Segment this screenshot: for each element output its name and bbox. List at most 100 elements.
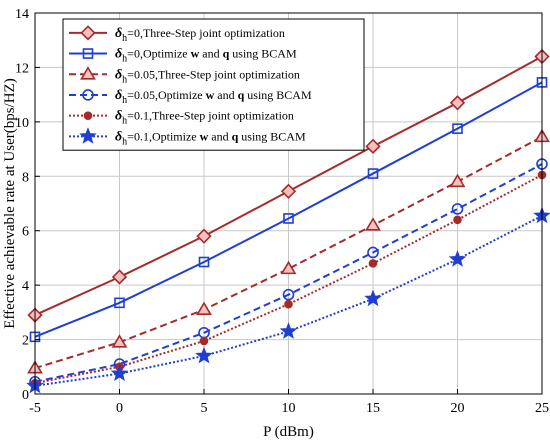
legend-marker bbox=[82, 48, 94, 59]
legend: δh=0,Three-Step joint optimizationδh=0,O… bbox=[62, 18, 365, 151]
x-tick-label: 0 bbox=[116, 401, 123, 416]
legend-entry: δh=0.05,Three-Step joint optimization bbox=[69, 66, 300, 85]
series-layer bbox=[26, 48, 550, 394]
legend-label-part: δ bbox=[115, 67, 122, 82]
legend-entry: δh=0.05,Optimize w and q using BCAM bbox=[69, 88, 312, 106]
legend-label: δh=0.1,Optimize w and q using BCAM bbox=[115, 129, 306, 147]
data-point bbox=[365, 138, 381, 154]
legend-label-part: δ bbox=[115, 26, 122, 41]
data-point bbox=[451, 203, 464, 215]
y-axis-label: Effective achievable rate at User(bps/HZ… bbox=[2, 78, 18, 328]
data-point bbox=[280, 183, 297, 199]
y-tick-label: 8 bbox=[22, 170, 29, 185]
legend-label: δh=0,Optimize w and q using BCAM bbox=[115, 47, 297, 65]
legend-entry: δh=0.1,Three-Step joint optimization bbox=[69, 109, 294, 127]
legend-entry: δh=0,Optimize w and q using BCAM bbox=[69, 47, 297, 65]
legend-label-part: q bbox=[232, 129, 239, 143]
legend-label-part: δ bbox=[115, 129, 122, 144]
series-line bbox=[34, 81, 543, 338]
legend-label-part: =0,Optimize bbox=[127, 47, 190, 61]
legend-entry: δh=0,Three-Step joint optimization bbox=[69, 25, 285, 44]
x-tick-label: -5 bbox=[29, 401, 41, 416]
legend-label-part: w bbox=[191, 47, 200, 61]
legend-label: δh=0.05,Three-Step joint optimization bbox=[115, 67, 300, 85]
data-point bbox=[196, 301, 212, 315]
legend-label: δh=0.1,Three-Step joint optimization bbox=[115, 109, 294, 127]
data-point bbox=[365, 217, 381, 231]
legend-marker bbox=[80, 25, 96, 41]
data-point bbox=[449, 173, 466, 188]
legend-label: δh=0,Three-Step joint optimization bbox=[115, 26, 285, 44]
legend-label-part: q bbox=[238, 88, 245, 102]
legend-label-part: h bbox=[122, 54, 127, 65]
legend-label-part: and bbox=[214, 88, 237, 102]
legend-box bbox=[62, 18, 365, 151]
legend-label-part: h bbox=[122, 74, 127, 85]
data-point bbox=[279, 322, 298, 339]
legend-label-part: h bbox=[122, 116, 127, 127]
data-point bbox=[284, 299, 293, 309]
legend-label-part: δ bbox=[115, 47, 122, 62]
data-point bbox=[114, 297, 125, 309]
legend-label-part: h bbox=[122, 136, 127, 147]
x-tick-label: 10 bbox=[282, 401, 296, 416]
y-tick-label: 4 bbox=[22, 279, 29, 294]
legend-label-part: and bbox=[199, 47, 222, 61]
x-tick-label: 25 bbox=[535, 401, 549, 416]
y-tick-label: 10 bbox=[15, 116, 29, 131]
x-tick-label: 20 bbox=[451, 401, 465, 416]
legend-marker bbox=[83, 111, 93, 120]
data-point bbox=[367, 246, 379, 259]
data-point bbox=[110, 364, 129, 382]
series-6 bbox=[26, 206, 550, 394]
series-line bbox=[34, 163, 543, 383]
legend-label-part: using BCAM bbox=[244, 88, 312, 102]
y-tick-label: 2 bbox=[22, 334, 29, 349]
legend-label-part: w bbox=[206, 88, 215, 102]
legend-label-part: using BCAM bbox=[229, 47, 297, 61]
data-point bbox=[111, 334, 128, 348]
data-point bbox=[364, 289, 382, 307]
data-point bbox=[196, 228, 212, 244]
legend-label-part: δ bbox=[115, 88, 122, 103]
y-tick-label: 14 bbox=[15, 7, 29, 22]
legend-label-part: =0.05,Optimize bbox=[127, 88, 205, 102]
data-point bbox=[282, 288, 295, 301]
data-point bbox=[195, 346, 213, 364]
data-point bbox=[199, 336, 209, 346]
data-point bbox=[111, 269, 128, 285]
legend-label: δh=0.05,Optimize w and q using BCAM bbox=[115, 88, 312, 106]
legend-entry: δh=0.1,Optimize w and q using BCAM bbox=[69, 127, 306, 147]
y-tick-label: 12 bbox=[15, 61, 29, 76]
data-point bbox=[453, 215, 462, 225]
x-axis-label: P (dBm) bbox=[263, 424, 314, 440]
legend-label-part: h bbox=[122, 33, 127, 44]
data-point bbox=[367, 168, 379, 179]
data-point bbox=[368, 259, 378, 268]
data-point bbox=[449, 95, 466, 111]
x-tick-label: 15 bbox=[366, 401, 380, 416]
legend-label-part: =0.05,Three-Step joint optimization bbox=[127, 67, 300, 81]
legend-label-part: q bbox=[223, 47, 230, 61]
x-tick-label: 5 bbox=[201, 401, 208, 416]
legend-label-part: δ bbox=[115, 109, 122, 124]
legend-marker bbox=[79, 127, 97, 144]
legend-marker bbox=[80, 66, 96, 80]
legend-marker bbox=[82, 89, 94, 101]
y-tick-label: 6 bbox=[22, 225, 29, 240]
legend-label-part: =0.1,Three-Step joint optimization bbox=[127, 109, 294, 123]
data-point bbox=[283, 213, 294, 224]
legend-label-part: using BCAM bbox=[238, 129, 306, 143]
legend-label-part: =0.1,Optimize bbox=[127, 129, 199, 143]
legend-label-part: w bbox=[200, 129, 209, 143]
data-point bbox=[452, 123, 463, 134]
data-point bbox=[198, 256, 210, 268]
series-1 bbox=[27, 48, 550, 323]
y-tick-label: 0 bbox=[22, 388, 29, 403]
data-point bbox=[280, 260, 297, 275]
legend-label-part: and bbox=[208, 129, 231, 143]
data-point bbox=[448, 250, 467, 267]
legend-label-part: h bbox=[122, 95, 127, 106]
